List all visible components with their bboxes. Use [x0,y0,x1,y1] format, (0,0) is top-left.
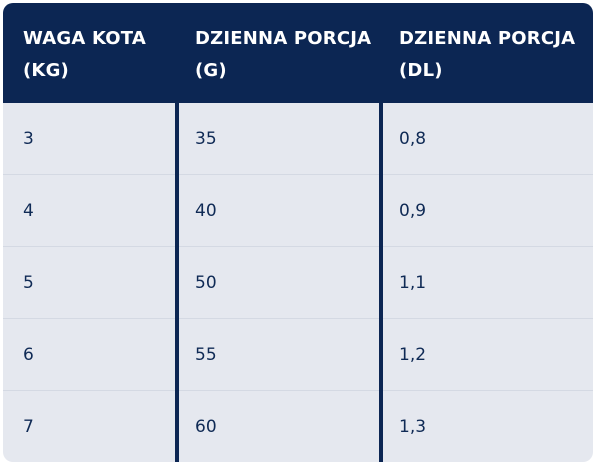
cell-cat-weight: 4 [23,200,34,221]
cell-daily-portion-dl: 1,3 [399,416,427,437]
cell-daily-portion-dl: 0,8 [399,128,427,149]
cell-daily-portion-g: 50 [195,272,217,293]
column-divider [175,103,179,462]
cell-daily-portion-g: 55 [195,344,217,365]
feeding-table: WAGA KOTA (KG) DZIENNA PORCJA (G) DZIENN… [3,3,593,462]
table-row: 4 40 0,9 [3,175,593,247]
table-row: 3 35 0,8 [3,103,593,175]
cell-daily-portion-dl: 1,2 [399,344,427,365]
cell-cat-weight: 5 [23,272,34,293]
table-header-row: WAGA KOTA (KG) DZIENNA PORCJA (G) DZIENN… [3,3,593,103]
table-row: 7 60 1,3 [3,391,593,462]
cell-daily-portion-g: 60 [195,416,217,437]
column-header-cat-weight: WAGA KOTA (KG) [23,28,147,81]
column-header-daily-portion-g: DZIENNA PORCJA (G) [195,28,372,81]
table-row: 6 55 1,2 [3,319,593,391]
column-header-daily-portion-dl: DZIENNA PORCJA (DL) [399,28,576,81]
cell-cat-weight: 7 [23,416,34,437]
column-divider [379,103,383,462]
cell-daily-portion-g: 35 [195,128,217,149]
cell-daily-portion-dl: 1,1 [399,272,427,293]
cell-cat-weight: 6 [23,344,34,365]
cell-cat-weight: 3 [23,128,34,149]
cell-daily-portion-g: 40 [195,200,217,221]
cell-daily-portion-dl: 0,9 [399,200,427,221]
table-row: 5 50 1,1 [3,247,593,319]
